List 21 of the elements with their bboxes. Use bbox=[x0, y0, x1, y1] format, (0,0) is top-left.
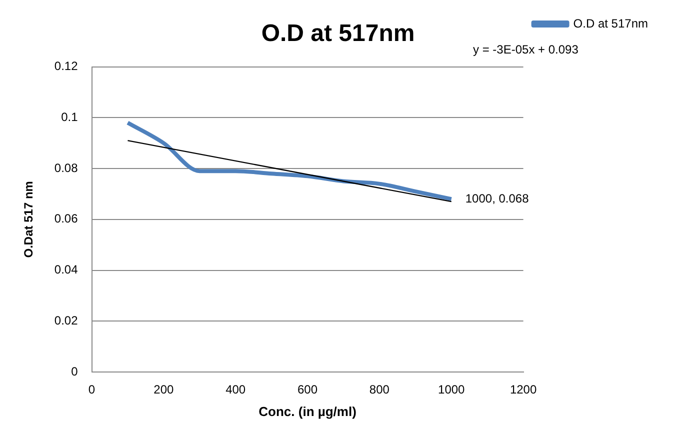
x-tick-label: 0 bbox=[88, 382, 96, 397]
x-axis-title: Conc. (in µg/ml) bbox=[258, 404, 356, 419]
annotation: 1000, 0.068 bbox=[465, 191, 530, 206]
y-tick-label: 0.02 bbox=[54, 313, 78, 328]
x-tick-label: 400 bbox=[226, 382, 246, 397]
legend-label: O.D at 517nm bbox=[573, 16, 648, 30]
x-tick-label: 1200 bbox=[510, 382, 537, 397]
y-tick-label: 0.1 bbox=[61, 110, 78, 124]
text: y = -3E-05x + 0.093 bbox=[473, 42, 579, 56]
y-tick-label: 0 bbox=[71, 364, 78, 378]
x-tick-label: 800 bbox=[369, 382, 390, 397]
line-series bbox=[126, 120, 454, 202]
y-tick-label: 0.12 bbox=[54, 59, 78, 74]
x-tick-label: 600 bbox=[298, 382, 318, 397]
y-tick-label: 0.08 bbox=[54, 160, 78, 175]
chart-title: O.D at 517nm bbox=[261, 20, 415, 48]
y-tick-label: 0.04 bbox=[54, 262, 78, 277]
x-tick-label: 200 bbox=[154, 382, 174, 397]
y-axis-title: O.Dat 517 nm bbox=[22, 181, 36, 258]
x-tick-label: 1000 bbox=[438, 382, 466, 397]
y-tick-label: 0.06 bbox=[54, 212, 78, 226]
